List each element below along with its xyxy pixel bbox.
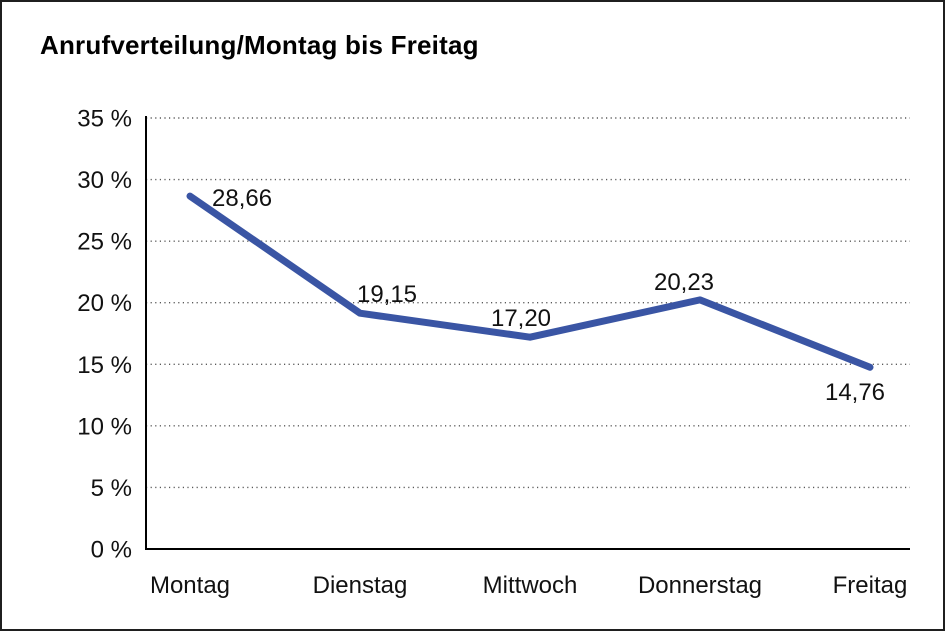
- y-tick-label: 10 %: [77, 413, 132, 440]
- x-tick-label: Freitag: [833, 572, 908, 599]
- y-tick-label: 5 %: [91, 475, 132, 502]
- y-tick-label: 35 %: [77, 106, 132, 133]
- y-tick-label: 15 %: [77, 352, 132, 379]
- data-label: 17,20: [491, 305, 551, 332]
- chart-title: Anrufverteilung/Montag bis Freitag: [40, 30, 479, 60]
- data-label: 28,66: [212, 185, 272, 212]
- data-label: 20,23: [654, 269, 714, 296]
- y-tick-label: 0 %: [91, 537, 132, 564]
- x-tick-label: Donnerstag: [638, 572, 762, 599]
- y-tick-label: 20 %: [77, 290, 132, 317]
- x-tick-label: Dienstag: [313, 572, 408, 599]
- series-line: [186, 192, 874, 371]
- x-tick-label: Montag: [150, 572, 230, 599]
- y-tick-label: 25 %: [77, 229, 132, 256]
- data-label: 19,15: [357, 281, 417, 308]
- data-label: 14,76: [825, 379, 885, 406]
- x-tick-label: Mittwoch: [483, 572, 578, 599]
- y-tick-label: 30 %: [77, 167, 132, 194]
